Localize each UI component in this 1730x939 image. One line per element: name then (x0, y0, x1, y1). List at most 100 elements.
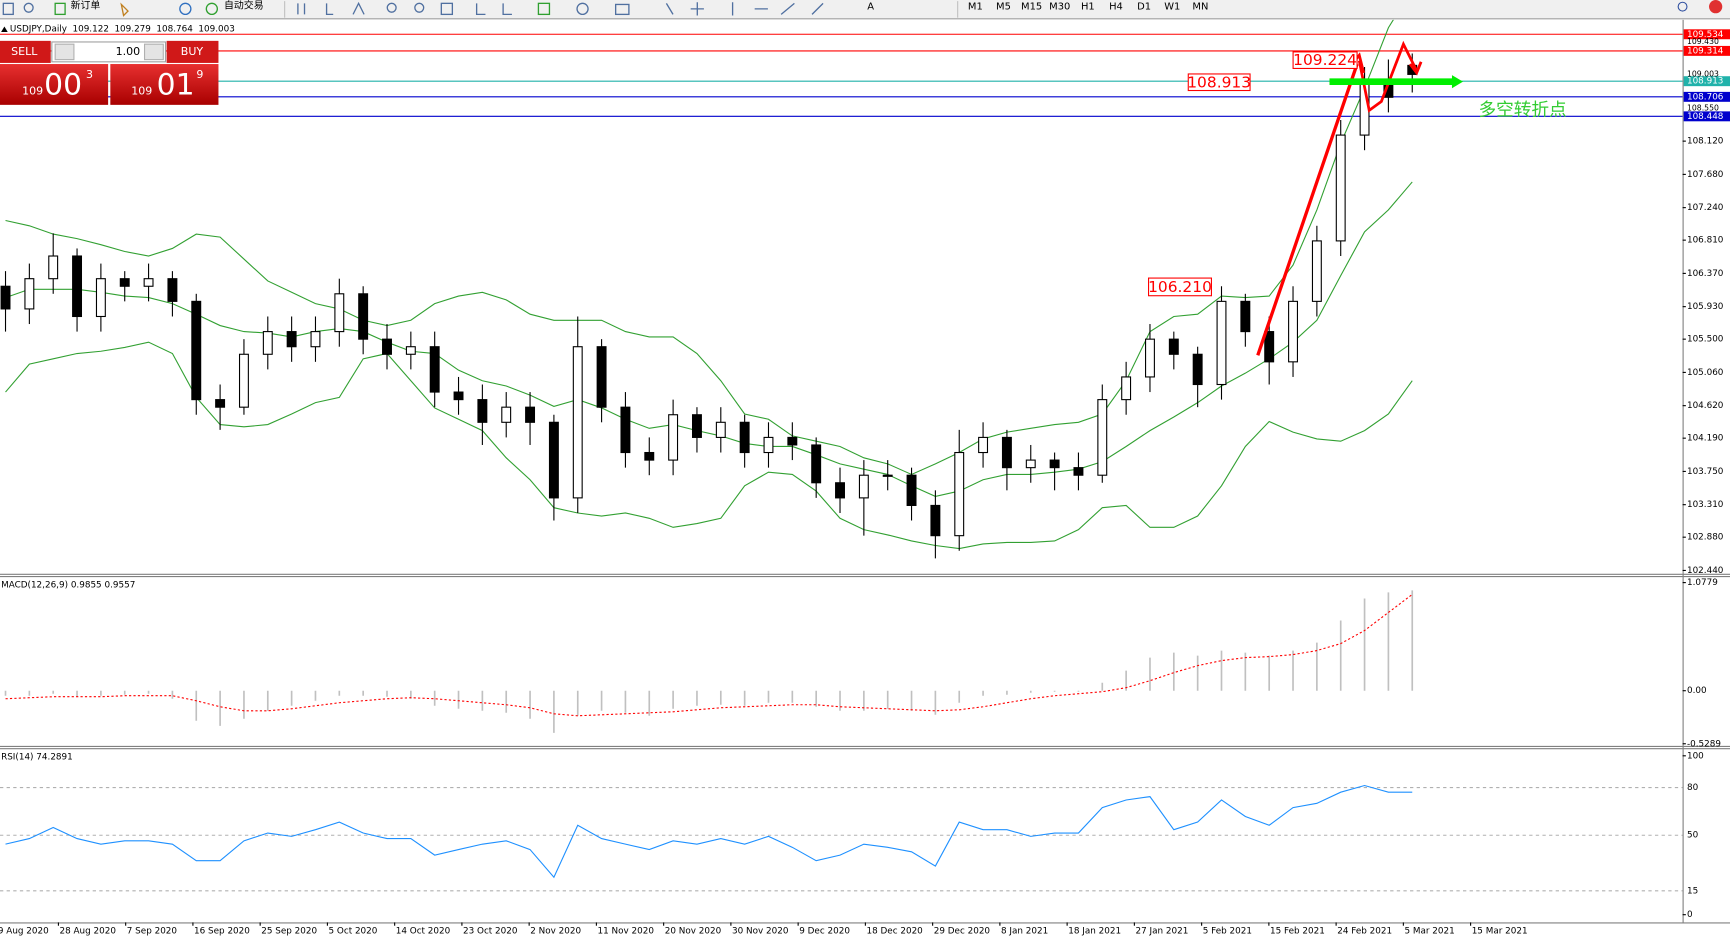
arrow-head (1408, 61, 1423, 76)
x-tick-label: 24 Feb 2021 (1337, 927, 1392, 937)
candle-body (143, 278, 154, 287)
timeframe-button[interactable]: H4 (1109, 2, 1123, 13)
y-tick-label: 103.310 (1687, 500, 1724, 510)
timeframe-button[interactable]: M5 (996, 2, 1011, 13)
x-tick-label: 11 Nov 2020 (598, 927, 655, 937)
x-tick-label: 29 Dec 2020 (934, 927, 991, 937)
y-tick-label: 108.120 (1687, 137, 1724, 147)
annotation-label: 多空转折点 (1478, 99, 1566, 120)
candle-body (930, 504, 941, 537)
lot-decrease[interactable] (54, 43, 75, 61)
zigzag-arrow (1357, 40, 1418, 113)
candle-body (48, 255, 59, 280)
toolbar-icons (2, 1, 824, 17)
candle-body (1335, 134, 1346, 242)
candle-body (763, 436, 774, 454)
search-icon[interactable] (1677, 1, 1688, 12)
symbol: USDJPY,Daily (10, 24, 67, 34)
candle-body (167, 278, 178, 302)
lot-input[interactable] (51, 41, 167, 63)
candle-body (477, 399, 488, 423)
y-tick-label: 106.370 (1687, 269, 1724, 279)
x-tick-label: 7 Sep 2020 (127, 927, 178, 937)
x-tick-label: 30 Nov 2020 (732, 927, 789, 937)
candle-body (1192, 353, 1203, 386)
buy-label: BUY (181, 45, 204, 58)
x-tick-label: 27 Jan 2021 (1135, 927, 1188, 937)
candle-body (715, 421, 726, 438)
timeframe-button[interactable]: D1 (1137, 2, 1151, 13)
candle-body (95, 278, 106, 318)
ohlc-value: 109.279 (114, 24, 150, 34)
y-tick-label: 107.680 (1687, 170, 1724, 180)
level-label-bg (1683, 45, 1730, 56)
auto-trade-button[interactable]: 自动交易 (224, 0, 264, 12)
sell-quote[interactable] (0, 64, 109, 105)
timeframe-button[interactable]: MN (1192, 2, 1208, 13)
candle-body (1311, 240, 1322, 302)
sell-button[interactable] (0, 40, 51, 63)
candle-body (620, 406, 631, 454)
timeframe-button[interactable]: W1 (1164, 2, 1180, 13)
candle-body (1288, 300, 1298, 363)
level-label-bg (1683, 29, 1730, 40)
candle-body (382, 338, 392, 355)
x-tick-label: 9 Dec 2020 (799, 927, 850, 937)
buy-pips: 01 (157, 68, 195, 103)
x-tick-label: 25 Sep 2020 (261, 927, 317, 937)
trade-panel: SELL 1.00 BUY 109 00 3 109 01 9 (0, 40, 219, 105)
price-label: 109.003 (1687, 69, 1719, 78)
lot-increase[interactable] (143, 43, 164, 61)
candle-body (1216, 300, 1227, 386)
notification-icon[interactable] (1709, 0, 1723, 14)
annotation-box (1148, 277, 1212, 297)
y-tick-label: 104.620 (1687, 401, 1724, 411)
ohlc-value: 109.003 (198, 24, 234, 34)
y-tick-label: 105.500 (1687, 335, 1724, 345)
y-tick-label: 106.810 (1687, 236, 1724, 246)
timeframe-button[interactable]: M30 (1049, 2, 1070, 13)
signal-line (5, 593, 1413, 717)
rsi-line (5, 784, 1413, 879)
y-tick-label: 0 (1687, 910, 1693, 920)
buy-point: 9 (196, 68, 203, 81)
candle-body (1240, 300, 1251, 333)
buy-quote[interactable] (110, 64, 219, 105)
level-label: 108.448 (1687, 112, 1723, 122)
y-tick-label: 100 (1687, 751, 1704, 761)
candle-body (1121, 376, 1132, 401)
x-tick-label: 18 Dec 2020 (866, 927, 923, 937)
candle-body (501, 406, 512, 423)
candle-body (429, 346, 440, 393)
candle-body (0, 285, 11, 310)
y-tick-label: 105.930 (1687, 302, 1724, 312)
y-tick-label: 0.00 (1687, 686, 1707, 696)
candle-body (358, 293, 369, 340)
candle-body (954, 451, 965, 537)
y-tick-label: 1.0779 (1687, 578, 1718, 588)
candle-body (691, 414, 702, 438)
timeframe-button[interactable]: M1 (968, 2, 983, 13)
axes: 108.120 107.680 107.240 106.810 106.370 105.9… (0, 29, 1730, 937)
level-label-bg (1683, 91, 1730, 102)
y-tick-label: 104.190 (1687, 434, 1724, 444)
timeframe-bar: M1 M5 M15 M30 H1 H4 D1 W1 MN (968, 2, 1208, 13)
x-tick-label: 14 Oct 2020 (396, 927, 451, 937)
buy-big-figure: 109 (131, 85, 152, 98)
ohlc-value: 108.764 (156, 24, 193, 34)
macd-pane: MACD(12,26,9) 0.9855 0.9557 (1, 580, 1414, 733)
candle-body (1097, 399, 1108, 476)
new-order-button[interactable]: 新订单 (71, 0, 101, 12)
y-tick-label: 80 (1687, 783, 1699, 793)
annotation-label: 106.210 (1148, 278, 1212, 296)
timeframe-button[interactable]: M15 (1021, 2, 1042, 13)
buy-button[interactable] (166, 40, 219, 63)
y-tick-label: 105.060 (1687, 368, 1724, 378)
x-tick-label: 23 Oct 2020 (463, 927, 518, 937)
indicator-title: MACD(12,26,9) 0.9855 0.9557 (1, 580, 135, 590)
timeframe-button[interactable]: H1 (1081, 2, 1095, 13)
candle-body (525, 406, 536, 423)
candle-body (262, 331, 273, 355)
candle-body (72, 255, 83, 318)
